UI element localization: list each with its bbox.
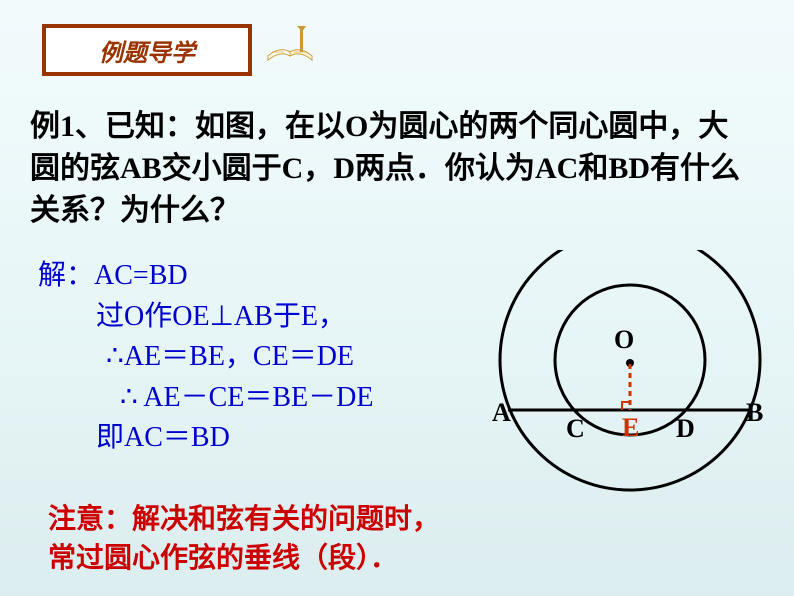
- note-block: 注意：解决和弦有关的问题时， 常过圆心作弦的垂线（段）．: [48, 500, 440, 578]
- problem-text: 例1、已知：如图，在以O为圆心的两个同心圆中，大圆的弦AB交小圆于C，D两点．你…: [30, 106, 750, 232]
- note-line-1: 注意：解决和弦有关的问题时，: [48, 500, 440, 539]
- note-line-2: 常过圆心作弦的垂线（段）．: [48, 539, 440, 578]
- solution-line-2: 过O作OE⊥AB于E，: [96, 297, 373, 338]
- label-C: C: [566, 414, 585, 444]
- diagram: [480, 250, 780, 515]
- solution-line-4: ∴ AE－CE＝BE－DE: [120, 378, 373, 419]
- label-E: E: [622, 413, 639, 443]
- label-B: B: [746, 398, 763, 428]
- label-O: O: [614, 325, 634, 355]
- solution-line-5: 即AC＝BD: [96, 418, 373, 459]
- book-icon: [262, 22, 318, 73]
- label-D: D: [676, 414, 695, 444]
- solution-block: 解：AC=BD 过O作OE⊥AB于E， ∴AE＝BE，CE＝DE ∴ AE－CE…: [38, 256, 373, 459]
- solution-line-1: 解：AC=BD: [38, 256, 373, 297]
- header-box: 例题导学: [42, 24, 252, 76]
- solution-line-3: ∴AE＝BE，CE＝DE: [106, 337, 373, 378]
- header-title: 例题导学: [99, 33, 195, 68]
- label-A: A: [492, 398, 511, 428]
